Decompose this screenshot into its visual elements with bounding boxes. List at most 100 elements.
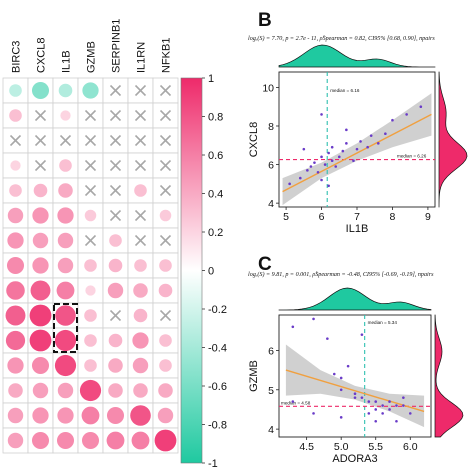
plot-area-c: median = 5.34 median = 4.58 4.5 5.0 5.5 6.0 4 5…	[248, 287, 464, 465]
correlation-circle	[6, 281, 25, 300]
cross-mark	[109, 159, 122, 172]
scatter-panel-b: B logₑ(S) = 7.70, p = 2.7e - 11, ρ̂Spear…	[248, 10, 468, 235]
cross-mark	[109, 184, 122, 197]
correlation-circle	[32, 407, 49, 424]
correlation-circle	[158, 283, 173, 298]
correlation-circle	[8, 383, 23, 398]
cross-mark	[59, 134, 72, 147]
cross-line	[159, 159, 172, 172]
data-point	[339, 376, 343, 380]
cross-mark	[109, 309, 122, 322]
correlation-circle	[32, 232, 49, 249]
panel-label-b: B	[258, 10, 272, 31]
cross-mark	[34, 159, 47, 172]
correlation-circle	[56, 431, 75, 450]
data-point	[323, 163, 327, 166]
data-point	[355, 147, 359, 151]
correlation-circle	[57, 407, 74, 424]
cross-mark	[159, 184, 172, 197]
x-tick-label: 8	[390, 211, 396, 223]
data-point	[360, 333, 364, 336]
correlation-circle	[32, 257, 49, 274]
cross-mark	[134, 234, 147, 247]
correlation-circle	[7, 407, 24, 424]
data-point	[330, 145, 334, 149]
regression-line	[282, 113, 432, 193]
colorbar: 1 0.8 0.6 0.4 0.2 0 -0.2 -0.4 -0.6 -0.8 -1	[180, 73, 227, 470]
correlation-circle	[108, 358, 123, 373]
data-point	[309, 165, 313, 168]
correlation-circle	[7, 207, 24, 224]
correlation-circle	[157, 407, 174, 424]
correlation-circle	[31, 431, 50, 450]
data-point	[402, 396, 405, 399]
y-tick-label: 6	[268, 160, 274, 172]
x-tick-label: 5.0	[334, 441, 349, 453]
correlation-circle	[107, 282, 124, 299]
correlation-circle	[9, 84, 22, 97]
correlation-circle	[55, 305, 76, 326]
column-header: BIRC3	[11, 41, 23, 73]
data-point	[306, 169, 309, 172]
correlation-circle	[59, 159, 72, 172]
cross-mark	[159, 84, 172, 97]
y-tick-label: 5	[268, 385, 274, 397]
data-point	[374, 419, 378, 423]
cross-mark	[109, 209, 122, 222]
colorbar-bar	[180, 77, 203, 464]
data-point	[327, 184, 330, 188]
data-point	[345, 128, 348, 132]
data-point	[312, 317, 315, 321]
cross-mark	[109, 134, 122, 147]
data-point	[320, 178, 323, 182]
data-point	[345, 142, 348, 145]
data-point	[367, 400, 371, 403]
data-point	[291, 400, 295, 403]
scatter-panel-c: C logₑ(S) = 9.81, p = 0.001, ρ̂Spearman …	[248, 254, 464, 465]
confidence-band	[285, 344, 425, 428]
cross-line	[84, 134, 97, 147]
cross-line	[109, 159, 122, 172]
correlation-circle	[6, 256, 25, 275]
correlation-circle	[133, 283, 148, 298]
marginal-x-density	[278, 287, 432, 311]
cross-line	[109, 109, 122, 122]
data-point	[326, 337, 329, 340]
colorbar-tick-label: 0.8	[208, 112, 223, 124]
cross-line	[134, 234, 147, 247]
median-y-label: median = 6.26	[397, 154, 427, 159]
correlation-circle	[30, 280, 51, 301]
colorbar-tick-label: -0.2	[208, 304, 227, 316]
cross-line	[134, 134, 147, 147]
correlation-circle	[85, 285, 96, 296]
correlation-circle	[84, 259, 97, 272]
correlation-circle	[84, 334, 97, 347]
correlation-circle	[106, 431, 125, 450]
column-header: IL1RN	[136, 42, 148, 73]
data-point	[320, 155, 323, 159]
correlation-circle	[158, 383, 173, 398]
y-axis-label: GZMB	[248, 360, 260, 392]
cross-mark	[34, 109, 47, 122]
cross-line	[159, 134, 172, 147]
correlation-circle	[58, 83, 73, 98]
data-point	[369, 134, 373, 137]
cross-line	[34, 159, 47, 172]
cross-line	[159, 84, 172, 97]
colorbar-tick-label: 1	[208, 73, 214, 85]
plot-area-b: median = 6.16 median = 6.26 5 6 7 8 9 4 6 8 10 IL1B…	[248, 44, 468, 235]
panel-label-c: C	[258, 254, 272, 275]
correlation-circle	[106, 406, 125, 425]
data-point	[298, 176, 302, 180]
colorbar-tick-label: 0.4	[208, 189, 223, 201]
data-point	[316, 170, 320, 174]
heatmap-grid	[2, 77, 179, 454]
colorbar-tick-label: 0.2	[208, 227, 223, 239]
cross-line	[159, 309, 172, 322]
data-point	[352, 159, 355, 163]
correlation-circle	[7, 232, 24, 249]
x-tick-label: 7	[354, 211, 360, 223]
data-point	[405, 113, 408, 116]
data-point	[374, 400, 378, 403]
cross-line	[34, 134, 47, 147]
